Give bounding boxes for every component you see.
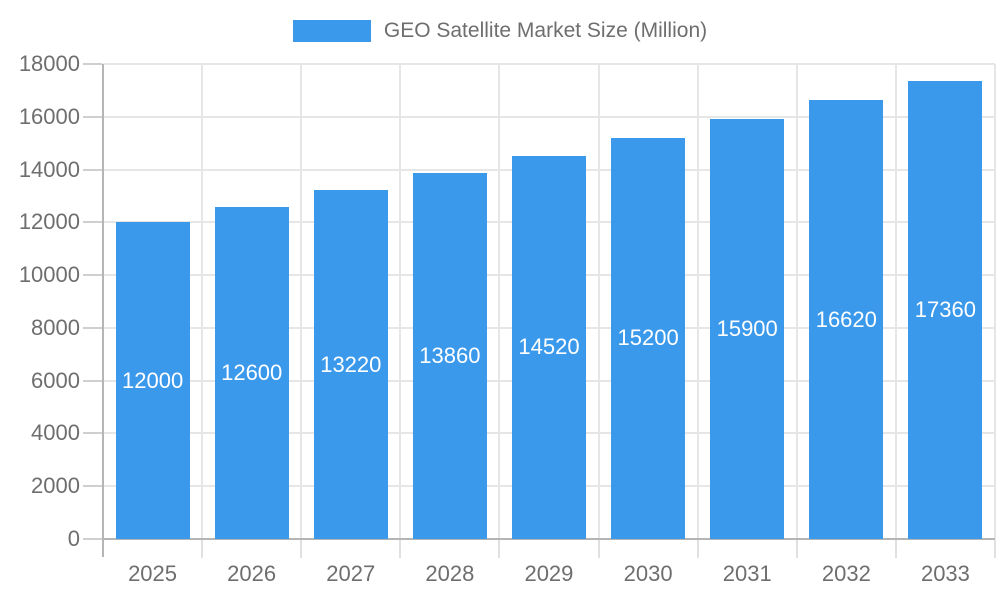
bar-value-label: 12600	[221, 359, 283, 385]
bar-value-label: 13860	[419, 343, 481, 369]
bar-value-label: 12000	[122, 367, 184, 393]
y-gridline	[103, 115, 995, 118]
y-axis-label: 16000	[18, 103, 80, 129]
y-axis-tick	[83, 485, 102, 488]
bar[interactable]: 17360	[908, 80, 983, 539]
x-axis-label: 2029	[524, 561, 574, 586]
bar-value-label: 16620	[815, 306, 877, 332]
bar[interactable]: 14520	[512, 155, 586, 539]
y-axis-tick	[83, 63, 102, 65]
y-axis-label: 12000	[18, 209, 80, 235]
bar-value-label: 13220	[320, 351, 382, 377]
bar-value-label: 15200	[617, 325, 679, 351]
x-axis-label: 2028	[425, 561, 475, 586]
x-axis-label: 2026	[227, 561, 277, 586]
bar[interactable]: 12600	[214, 206, 289, 539]
y-axis-label: 14000	[18, 156, 80, 182]
y-axis-tick	[83, 379, 102, 382]
y-axis-tick	[83, 432, 102, 435]
x-axis-label: 2031	[722, 561, 772, 586]
y-axis-label: 10000	[18, 262, 80, 288]
bar-value-label: 15900	[716, 316, 778, 342]
x-axis-label: 2027	[326, 561, 376, 586]
x-axis-tick	[795, 540, 798, 558]
x-gridline	[597, 64, 600, 539]
y-axis-tick	[83, 221, 102, 224]
y-axis-label: 6000	[31, 367, 80, 393]
legend-swatch-icon	[292, 20, 371, 42]
x-axis-tick	[696, 540, 699, 558]
x-axis-label: 2033	[920, 561, 970, 586]
x-gridline	[994, 64, 996, 539]
bar[interactable]: 12000	[115, 222, 190, 539]
x-axis-label: 2030	[623, 561, 673, 586]
y-axis-tick	[83, 168, 102, 171]
x-axis-tick	[894, 540, 897, 558]
y-axis-label: 0	[67, 526, 80, 551]
bar[interactable]: 13860	[412, 173, 487, 540]
bar-value-label: 17360	[914, 296, 976, 322]
bar[interactable]: 15900	[710, 119, 785, 539]
y-gridline	[103, 63, 995, 65]
x-gridline	[795, 64, 798, 539]
x-axis-tick	[300, 540, 303, 558]
x-gridline	[300, 64, 303, 539]
y-axis-label: 8000	[31, 314, 80, 340]
y-axis-tick	[83, 538, 102, 540]
bar[interactable]: 16620	[809, 100, 884, 539]
x-gridline	[498, 64, 501, 539]
y-axis-tick	[83, 326, 102, 329]
legend-item[interactable]: GEO Satellite Market Size (Million)	[292, 19, 708, 43]
x-axis-label: 2025	[128, 561, 178, 586]
bar[interactable]: 15200	[611, 137, 686, 539]
chart-legend: GEO Satellite Market Size (Million)	[0, 19, 1000, 43]
x-axis-line	[103, 538, 995, 540]
y-axis-tick	[83, 274, 102, 277]
x-axis-label: 2032	[821, 561, 871, 586]
x-gridline	[894, 64, 897, 539]
y-axis-label: 2000	[31, 473, 80, 499]
x-gridline	[399, 64, 402, 539]
y-axis-tick	[83, 115, 102, 118]
x-axis-tick	[399, 540, 402, 558]
legend-label: GEO Satellite Market Size (Million)	[383, 19, 708, 42]
y-axis-label: 18000	[18, 51, 80, 76]
x-gridline	[696, 64, 699, 539]
x-axis-tick	[201, 540, 204, 558]
x-axis-tick	[498, 540, 501, 558]
x-gridline	[201, 64, 204, 539]
y-axis-label: 4000	[31, 420, 80, 446]
x-axis-tick	[597, 540, 600, 558]
y-axis-line	[102, 64, 104, 557]
x-axis-tick	[994, 540, 996, 558]
bar[interactable]: 13220	[313, 190, 388, 539]
bar-value-label: 14520	[518, 334, 580, 360]
